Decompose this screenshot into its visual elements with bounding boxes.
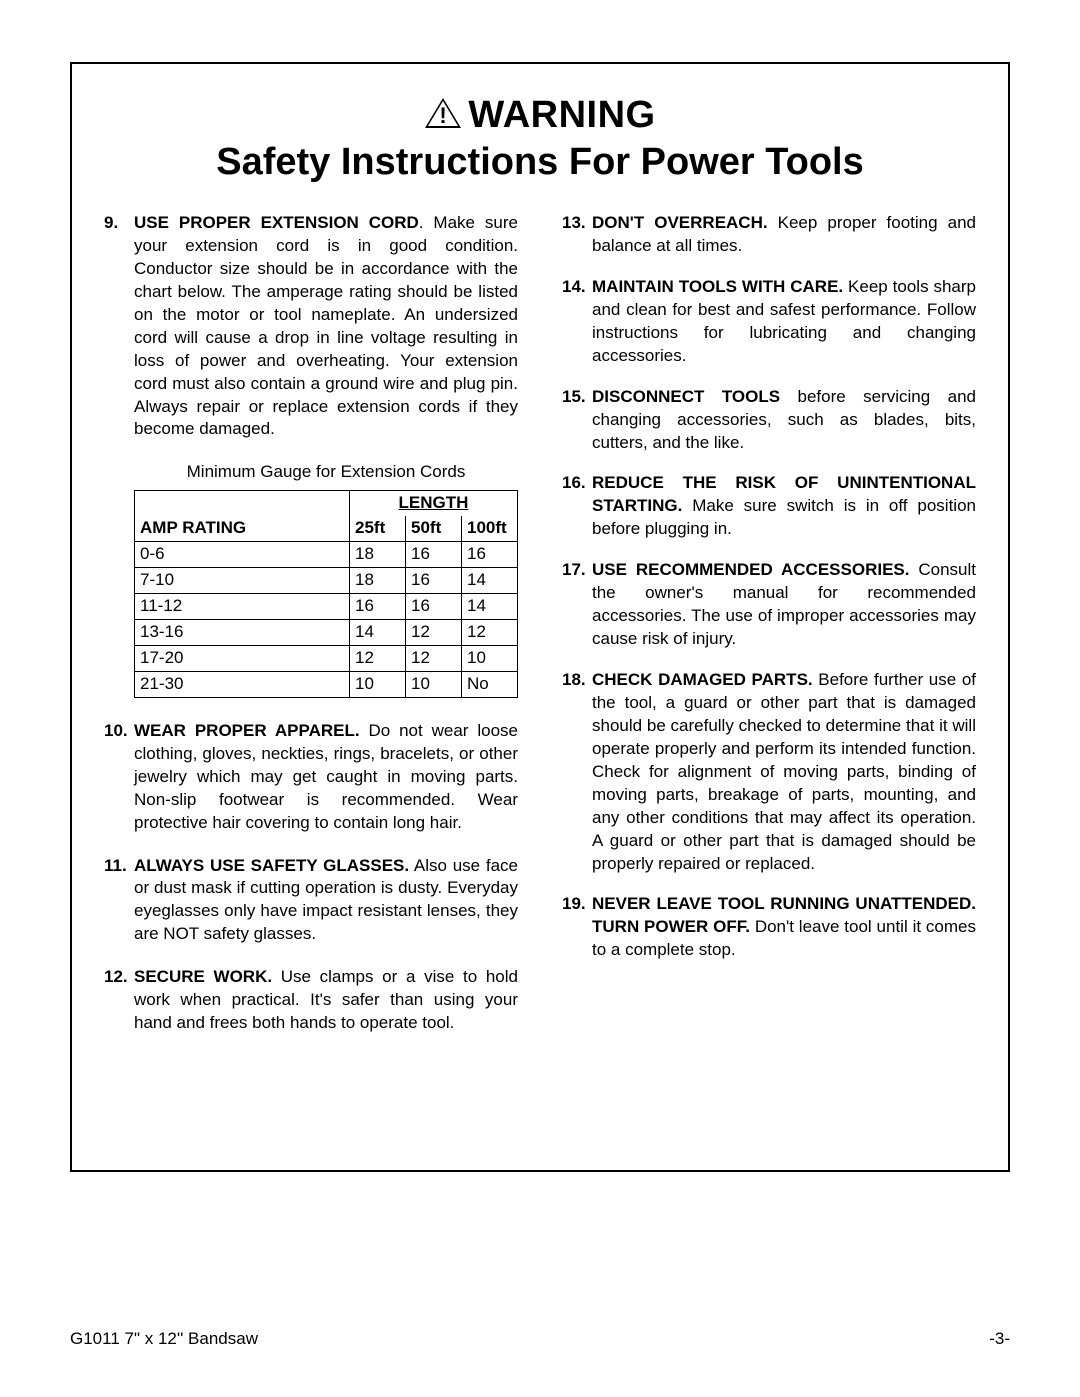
col-25ft: 25ft — [350, 516, 406, 541]
item-number: 18. — [562, 669, 592, 875]
item-number: 11. — [104, 855, 134, 947]
length-header: LENGTH — [350, 491, 518, 516]
item-body: MAINTAIN TOOLS WITH CARE. Keep tools sha… — [592, 276, 976, 368]
page-footer: G1011 7" x 12'' Bandsaw -3- — [70, 1329, 1010, 1349]
item-number: 10. — [104, 720, 134, 835]
instruction-item: 13. DON'T OVERREACH. Keep proper footing… — [562, 212, 976, 258]
page-header: ! WARNING Safety Instructions For Power … — [104, 94, 976, 184]
col-100ft: 100ft — [462, 516, 518, 541]
item-body: CHECK DAMAGED PARTS. Before further use … — [592, 669, 976, 875]
item-number: 14. — [562, 276, 592, 368]
item-lead: USE PROPER EXTENSION CORD — [134, 213, 419, 232]
extension-cord-table: AMP RATING LENGTH 25ft 50ft 100ft 0-6181… — [134, 490, 518, 698]
warning-label: WARNING — [468, 94, 655, 137]
two-column-layout: 9. USE PROPER EXTENSION CORD. Make sure … — [104, 212, 976, 1055]
item-body: REDUCE THE RISK OF UNINTENTIONAL STARTIN… — [592, 472, 976, 541]
item-body: DISCONNECT TOOLS before servicing and ch… — [592, 386, 976, 455]
table-row: 17-20121210 — [135, 645, 518, 671]
table-row: 0-6181616 — [135, 542, 518, 568]
table-row: 7-10181614 — [135, 568, 518, 594]
item-lead: DON'T OVERREACH. — [592, 213, 768, 232]
instruction-item: 14. MAINTAIN TOOLS WITH CARE. Keep tools… — [562, 276, 976, 368]
amp-rating-header: AMP RATING — [135, 491, 350, 542]
item-lead: MAINTAIN TOOLS WITH CARE. — [592, 277, 843, 296]
instruction-item: 11. ALWAYS USE SAFETY GLASSES. Also use … — [104, 855, 518, 947]
item-number: 17. — [562, 559, 592, 651]
warning-heading: ! WARNING — [424, 94, 655, 137]
svg-text:!: ! — [440, 103, 447, 128]
instruction-item: 16. REDUCE THE RISK OF UNINTENTIONAL STA… — [562, 472, 976, 541]
footer-left: G1011 7" x 12'' Bandsaw — [70, 1329, 258, 1349]
item-lead: WEAR PROPER APPAREL. — [134, 721, 360, 740]
item-number: 16. — [562, 472, 592, 541]
item-lead: ALWAYS USE SAFETY GLASSES. — [134, 856, 409, 875]
footer-right: -3- — [989, 1329, 1010, 1349]
page-subtitle: Safety Instructions For Power Tools — [104, 141, 976, 184]
item-body: USE RECOMMENDED ACCESSORIES. Consult the… — [592, 559, 976, 651]
item-body: WEAR PROPER APPAREL. Do not wear loose c… — [134, 720, 518, 835]
cord-gauge-table-wrap: Minimum Gauge for Extension Cords AMP RA… — [134, 461, 518, 697]
item-body: DON'T OVERREACH. Keep proper footing and… — [592, 212, 976, 258]
item-body: ALWAYS USE SAFETY GLASSES. Also use face… — [134, 855, 518, 947]
item-lead: USE RECOMMENDED ACCESSORIES. — [592, 560, 909, 579]
table-row: 13-16141212 — [135, 620, 518, 646]
table-row: 21-301010No — [135, 671, 518, 697]
right-column: 13. DON'T OVERREACH. Keep proper footing… — [562, 212, 976, 1055]
instruction-item: 9. USE PROPER EXTENSION CORD. Make sure … — [104, 212, 518, 441]
warning-triangle-icon: ! — [424, 97, 462, 134]
table-row: 11-12161614 — [135, 594, 518, 620]
item-body: USE PROPER EXTENSION CORD. Make sure you… — [134, 212, 518, 441]
item-number: 13. — [562, 212, 592, 258]
instruction-item: 10. WEAR PROPER APPAREL. Do not wear loo… — [104, 720, 518, 835]
page-content-box: ! WARNING Safety Instructions For Power … — [70, 62, 1010, 1172]
item-number: 9. — [104, 212, 134, 441]
table-caption: Minimum Gauge for Extension Cords — [134, 461, 518, 484]
item-number: 15. — [562, 386, 592, 455]
instruction-item: 19. NEVER LEAVE TOOL RUNNING UNATTENDED.… — [562, 893, 976, 962]
item-number: 19. — [562, 893, 592, 962]
instruction-item: 18. CHECK DAMAGED PARTS. Before further … — [562, 669, 976, 875]
item-number: 12. — [104, 966, 134, 1035]
item-body: NEVER LEAVE TOOL RUNNING UNATTENDED. TUR… — [592, 893, 976, 962]
instruction-item: 12. SECURE WORK. Use clamps or a vise to… — [104, 966, 518, 1035]
item-text: Before further use of the tool, a guard … — [592, 670, 976, 873]
item-lead: SECURE WORK. — [134, 967, 272, 986]
left-column: 9. USE PROPER EXTENSION CORD. Make sure … — [104, 212, 518, 1055]
item-lead: DISCONNECT TOOLS — [592, 387, 780, 406]
instruction-item: 15. DISCONNECT TOOLS before servicing an… — [562, 386, 976, 455]
col-50ft: 50ft — [406, 516, 462, 541]
item-lead: CHECK DAMAGED PARTS. — [592, 670, 813, 689]
item-text: . Make sure your extension cord is in go… — [134, 213, 518, 438]
instruction-item: 17. USE RECOMMENDED ACCESSORIES. Consult… — [562, 559, 976, 651]
item-body: SECURE WORK. Use clamps or a vise to hol… — [134, 966, 518, 1035]
